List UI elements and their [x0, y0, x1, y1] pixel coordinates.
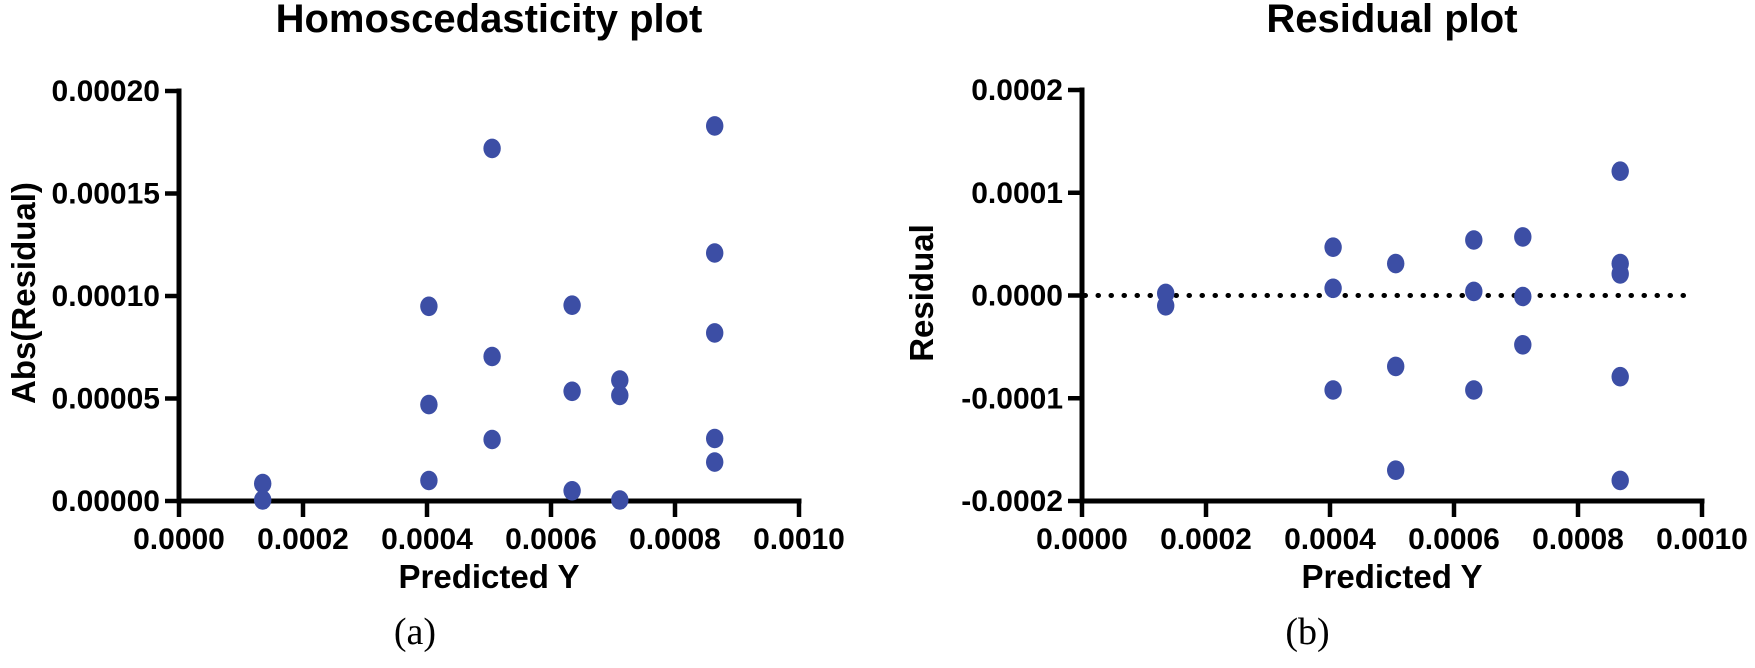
data-point — [563, 381, 581, 402]
data-point — [420, 394, 438, 415]
data-point — [1465, 380, 1483, 400]
panel-a-caption: (a) — [393, 611, 437, 653]
data-point — [706, 428, 724, 449]
y-tick-label: 0.0001 — [971, 177, 1063, 210]
data-point — [706, 323, 724, 343]
data-point — [1324, 278, 1342, 299]
data-point — [420, 470, 438, 491]
x-tick-label: 0.0004 — [381, 523, 473, 556]
data-point — [563, 295, 581, 316]
y-tick-label: 0.00005 — [52, 383, 160, 416]
panel-b: 0.0000 0.0002 0.0004 0.0006 0.0008 0.0010 -0.0… — [961, 74, 1748, 556]
data-point — [1465, 281, 1483, 302]
panel-b-caption: (b) — [1285, 611, 1330, 653]
data-point — [483, 138, 501, 159]
panel-a-y-axis-title: Abs(Residual) — [5, 182, 42, 404]
x-tick-label: 0.0000 — [133, 523, 225, 556]
data-point — [563, 481, 581, 501]
data-point — [1387, 356, 1405, 377]
data-point — [1387, 253, 1405, 274]
y-tick-label: 0.0000 — [971, 280, 1063, 313]
y-tick-label: 0.00000 — [52, 485, 160, 518]
data-point — [611, 490, 629, 510]
data-point — [1611, 161, 1629, 181]
data-point — [1514, 227, 1532, 247]
y-tick-label: 0.00010 — [52, 280, 160, 313]
x-tick-label: 0.0002 — [1160, 523, 1252, 556]
x-tick-label: 0.0010 — [1656, 523, 1748, 556]
data-point — [611, 370, 629, 390]
x-tick-label: 0.0010 — [753, 523, 845, 556]
data-point — [254, 473, 272, 494]
y-tick-label: 0.0002 — [971, 74, 1063, 107]
data-point — [254, 490, 272, 510]
x-tick-label: 0.0008 — [1532, 523, 1624, 556]
x-tick-label: 0.0006 — [505, 523, 597, 556]
panel-a-x-axis-title: Predicted Y — [398, 558, 580, 595]
data-point — [483, 429, 501, 450]
x-tick-label: 0.0008 — [629, 523, 721, 556]
panel-a-title: Homoscedasticity plot — [275, 0, 703, 41]
data-point — [1514, 286, 1532, 307]
data-point — [706, 452, 724, 472]
x-tick-label: 0.0000 — [1036, 523, 1128, 556]
x-tick-label: 0.0002 — [257, 523, 349, 556]
data-point — [611, 385, 629, 406]
data-point — [483, 346, 501, 367]
y-tick-label: -0.0001 — [961, 382, 1063, 415]
data-point — [1611, 264, 1629, 284]
data-point — [1324, 237, 1342, 257]
data-point — [1157, 296, 1175, 316]
y-tick-label: 0.00020 — [52, 75, 160, 108]
data-point — [1611, 366, 1629, 387]
panel-b-title: Residual plot — [1266, 0, 1518, 41]
x-tick-label: 0.0004 — [1284, 523, 1376, 556]
data-point — [1611, 470, 1629, 491]
data-point — [420, 296, 438, 317]
panel-b-x-axis-title: Predicted Y — [1301, 558, 1483, 595]
x-tick-label: 0.0006 — [1408, 523, 1500, 556]
panel-b-y-axis-title: Residual — [903, 224, 940, 362]
data-point — [706, 116, 724, 136]
data-point — [706, 243, 724, 263]
data-point — [1387, 460, 1405, 481]
panel-a: 0.0000 0.0002 0.0004 0.0006 0.0008 0.0010 0.00… — [52, 75, 845, 556]
y-tick-label: -0.0002 — [961, 485, 1063, 518]
data-point — [1514, 335, 1532, 355]
data-point — [1465, 230, 1483, 250]
y-tick-label: 0.00015 — [52, 178, 160, 211]
data-point — [1324, 380, 1342, 400]
